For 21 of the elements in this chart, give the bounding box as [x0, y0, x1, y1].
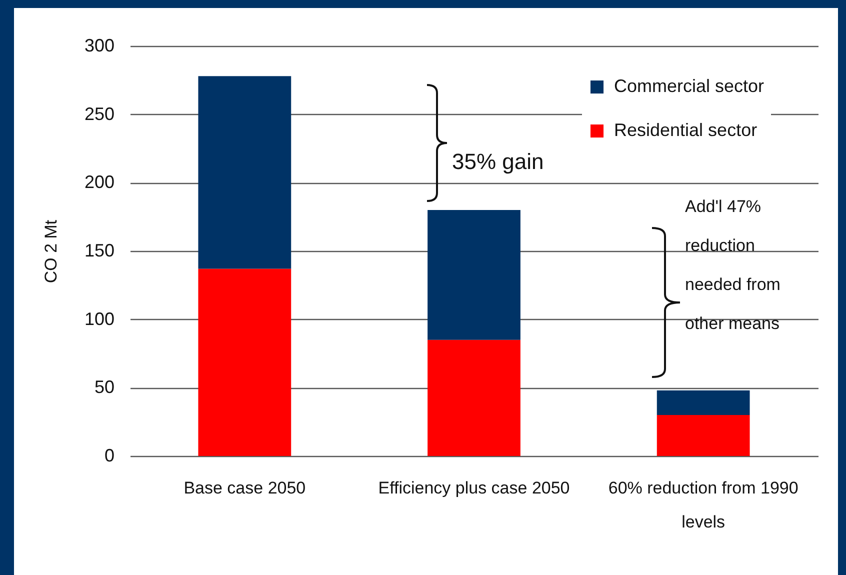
- bar: [198, 76, 292, 269]
- annotation: 35% gain: [452, 149, 544, 174]
- y-tick-label: 200: [84, 172, 114, 192]
- y-tick-label: 100: [84, 308, 114, 329]
- bar: [428, 340, 520, 456]
- x-tick-label: 60% reduction from 1990 levels: [608, 478, 798, 532]
- x-tick-label: Efficiency plus case 2050: [378, 478, 570, 498]
- y-tick-label: 250: [84, 104, 114, 124]
- bar: [428, 210, 520, 340]
- bar: [198, 268, 292, 456]
- y-tick-label: 50: [94, 377, 114, 398]
- legend-label: Commercial sector: [614, 76, 764, 96]
- y-axis-title: CO 2 Mt: [41, 220, 60, 284]
- y-tick-label: 300: [84, 36, 114, 56]
- legend-label: Residential sector: [614, 120, 758, 140]
- y-tick-label: 150: [84, 240, 114, 260]
- x-tick-label: Base case 2050: [184, 478, 306, 498]
- bar: [656, 390, 750, 415]
- annotation: Add'l 47% reduction needed from other means: [685, 197, 780, 333]
- bar: [656, 415, 750, 456]
- y-tick-label: 0: [104, 446, 114, 466]
